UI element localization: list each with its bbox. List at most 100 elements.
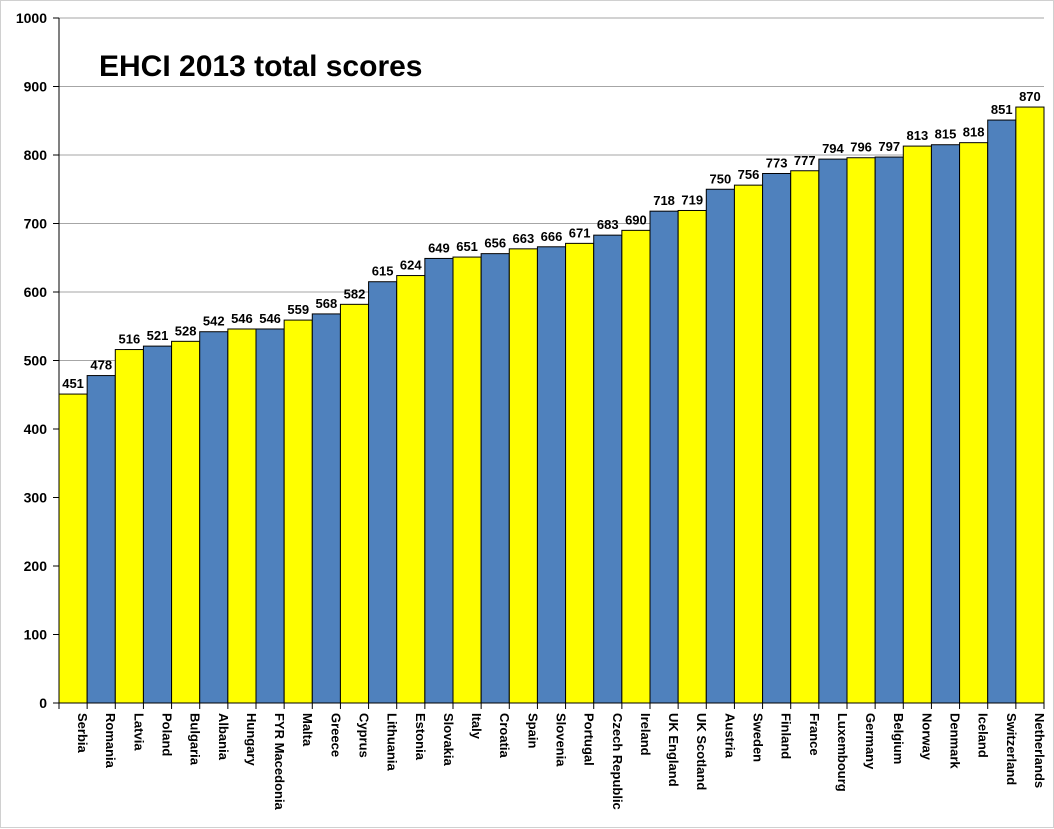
data-label: 777 [794, 153, 816, 168]
x-tick-label: UK England [666, 713, 681, 787]
data-label: 683 [597, 217, 619, 232]
y-tick-label: 500 [24, 353, 48, 369]
x-tick-label: UK Scotland [694, 713, 709, 790]
bar [762, 172, 792, 704]
data-label: 851 [991, 102, 1013, 117]
data-label: 615 [372, 264, 394, 279]
x-tick-label: Slovenia [554, 713, 569, 767]
data-label: 818 [963, 125, 985, 140]
x-tick-label: Ireland [638, 713, 653, 756]
data-label: 815 [935, 127, 957, 142]
bar [593, 234, 623, 704]
x-tick-label: France [807, 713, 822, 756]
bar [142, 345, 173, 704]
bar [1015, 106, 1045, 704]
bar [959, 142, 989, 704]
x-tick-label: Serbia [75, 713, 90, 754]
bar [649, 210, 679, 704]
bar [733, 184, 764, 704]
data-label: 546 [231, 311, 253, 326]
data-label: 651 [456, 239, 478, 254]
data-label: 542 [203, 314, 225, 329]
bar [930, 144, 961, 704]
x-tick-label: Albania [216, 713, 231, 761]
y-tick-label: 700 [24, 216, 48, 232]
x-tick-label: Malta [300, 713, 315, 747]
y-tick-label: 100 [24, 627, 48, 643]
bar [199, 331, 229, 704]
x-tick-label: Lithuania [385, 713, 400, 772]
x-tick-label: Denmark [948, 713, 963, 769]
bar [536, 246, 567, 704]
bar [452, 256, 482, 704]
bar [171, 340, 201, 704]
y-tick-label: 900 [24, 79, 48, 95]
y-tick-label: 800 [24, 147, 48, 163]
data-label: 773 [766, 155, 788, 170]
x-tick-label: Slovakia [441, 713, 456, 767]
data-label: 516 [119, 332, 141, 347]
data-label: 568 [316, 296, 338, 311]
bar [58, 393, 88, 704]
bar [311, 313, 341, 704]
data-label: 624 [400, 258, 422, 273]
data-label: 546 [259, 311, 281, 326]
data-label: 671 [569, 225, 591, 240]
x-tick-label: Iceland [976, 713, 991, 758]
x-tick-label: Greece [328, 713, 343, 757]
x-tick-label: Bulgaria [188, 713, 203, 766]
y-tick-label: 400 [24, 421, 48, 437]
data-label: 690 [625, 212, 647, 227]
y-tick-label: 300 [24, 490, 48, 506]
x-tick-label: Romania [103, 713, 118, 769]
data-label: 528 [175, 323, 197, 338]
x-tick-label: Norway [919, 713, 934, 761]
x-tick-label: Portugal [582, 713, 597, 766]
x-tick-label: Switzerland [1004, 713, 1019, 785]
x-tick-label: Hungary [244, 713, 259, 767]
x-tick-label: Poland [160, 713, 175, 756]
x-tick-label: Spain [525, 713, 540, 748]
x-tick-label: Belgium [891, 713, 906, 764]
data-label: 794 [822, 141, 844, 156]
x-tick-label: Croatia [497, 713, 512, 759]
chart-title: EHCI 2013 total scores [99, 50, 422, 83]
data-label: 521 [147, 328, 169, 343]
y-tick-label: 1000 [16, 10, 47, 26]
x-tick-label: Cyprus [357, 713, 372, 758]
bar [86, 375, 116, 704]
data-label: 582 [344, 286, 366, 301]
bar [621, 229, 651, 704]
data-label: 649 [428, 240, 450, 255]
data-label: 796 [850, 140, 872, 155]
bar [396, 275, 426, 704]
bar [480, 253, 510, 704]
data-label: 656 [484, 236, 506, 251]
labels: 0 100 200 300 400 500 600 700 800 900 1000 451 Serbi… [16, 10, 1047, 811]
data-label: 750 [710, 171, 732, 186]
y-tick-label: 0 [39, 695, 47, 711]
x-tick-label: Sweden [751, 713, 766, 762]
x-tick-label: Austria [722, 713, 737, 759]
bar [508, 248, 538, 704]
bar [114, 349, 144, 704]
data-label: 478 [90, 358, 112, 373]
bar [874, 156, 904, 704]
x-tick-label: Luxembourg [835, 713, 850, 792]
x-tick-label: Netherlands [1032, 713, 1047, 788]
axes [53, 17, 1045, 709]
data-label: 870 [1019, 89, 1041, 104]
bar [283, 319, 313, 704]
bar [424, 257, 454, 704]
data-label: 718 [653, 193, 675, 208]
bar [227, 328, 257, 704]
bar [368, 281, 398, 704]
x-tick-label: Czech Republic [610, 713, 625, 810]
data-label: 559 [287, 302, 309, 317]
bar [902, 145, 932, 704]
data-label: 663 [513, 231, 535, 246]
x-tick-label: Finland [779, 713, 794, 759]
data-label: 451 [62, 376, 84, 391]
